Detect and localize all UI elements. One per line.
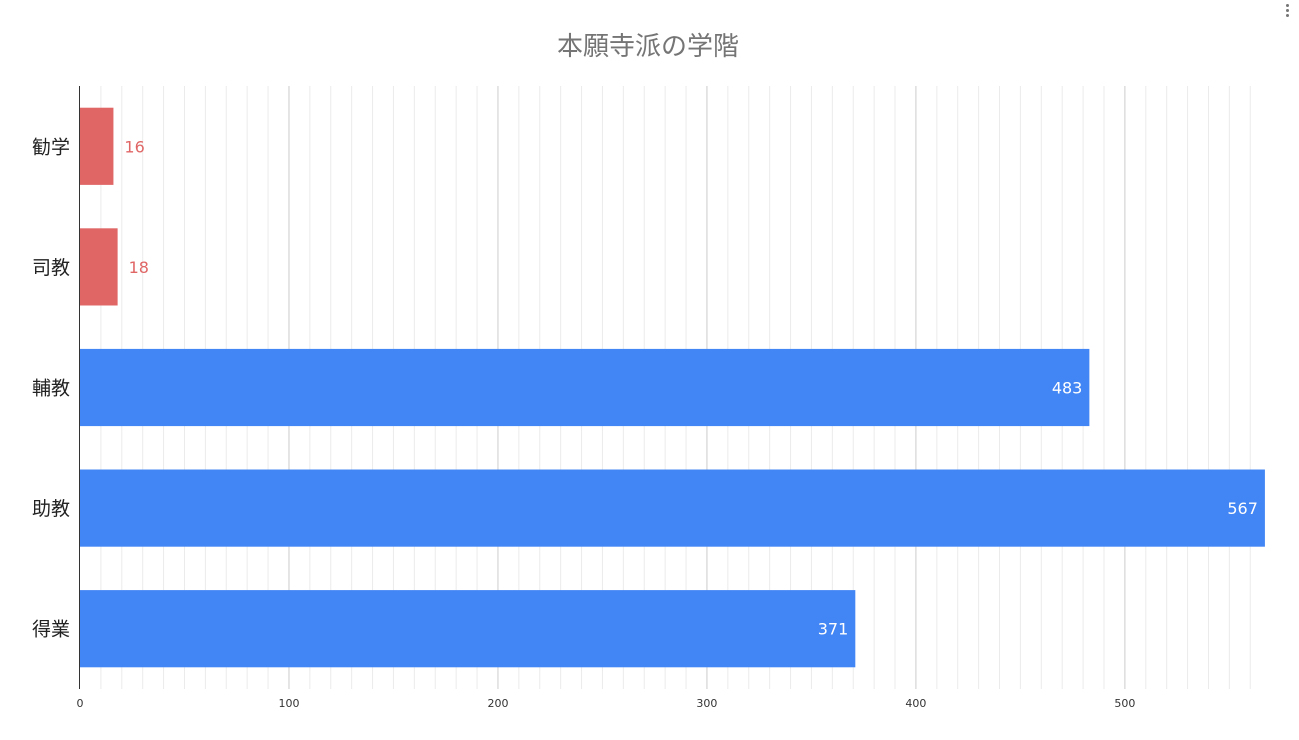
x-tick-label: 0 xyxy=(77,697,84,710)
data-label: 371 xyxy=(818,620,849,639)
data-label: 18 xyxy=(129,258,149,277)
data-label: 567 xyxy=(1227,499,1258,518)
x-tick-label: 200 xyxy=(487,697,508,710)
category-label: 助教 xyxy=(32,498,70,520)
x-tick-label: 500 xyxy=(1114,697,1135,710)
data-labels: 16 18 483 567 371 xyxy=(124,137,1257,638)
chart-title: 本願寺派の学階 xyxy=(557,32,739,62)
bar-3 xyxy=(80,348,1090,427)
x-tick-label: 100 xyxy=(278,697,299,710)
x-tick-label: 400 xyxy=(905,697,926,710)
bar-5 xyxy=(80,590,856,668)
category-label: 得業 xyxy=(32,619,70,641)
category-label: 司教 xyxy=(32,257,70,279)
x-tick-label: 300 xyxy=(696,697,717,710)
bar-2 xyxy=(80,228,118,306)
more-vert-icon[interactable] xyxy=(1283,2,1291,20)
data-label: 16 xyxy=(124,137,144,156)
bar-4 xyxy=(80,469,1265,547)
category-label: 輔教 xyxy=(32,378,70,400)
data-label: 483 xyxy=(1052,379,1083,398)
x-tick-labels: 0 100 200 300 400 500 xyxy=(77,697,1136,710)
bars xyxy=(80,107,1265,668)
category-label: 勧学 xyxy=(32,136,70,158)
bar-1 xyxy=(80,107,114,185)
